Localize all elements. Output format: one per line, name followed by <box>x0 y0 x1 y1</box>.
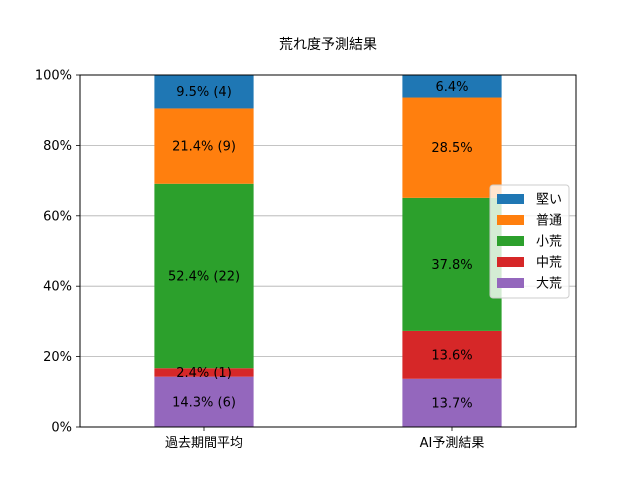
bar-segment <box>154 376 254 427</box>
bar-segment <box>402 75 502 98</box>
y-tick-label: 60% <box>43 209 72 224</box>
data-label: 14.3% (6) <box>172 395 236 410</box>
plot-frame <box>79 74 577 428</box>
legend-swatch <box>497 215 524 225</box>
data-label: 9.5% (4) <box>176 85 232 100</box>
x-tick-label: AI予測結果 <box>420 436 485 451</box>
bar-segment <box>402 330 502 379</box>
legend-swatch <box>497 236 524 246</box>
data-label: 37.8% <box>431 258 472 273</box>
legend-swatch <box>497 194 524 204</box>
chart-title: 荒れ度予測結果 <box>279 37 377 53</box>
legend-frame <box>489 184 570 299</box>
bar-segment <box>154 183 254 369</box>
legend-swatch <box>497 278 524 288</box>
y-tick-label: 80% <box>43 139 72 154</box>
bar-segment <box>154 368 254 377</box>
data-label: 28.5% <box>431 141 472 156</box>
y-tick-label: 40% <box>43 280 72 295</box>
data-label: 6.4% <box>435 80 468 95</box>
data-label: 21.4% (9) <box>172 140 236 155</box>
label-layer: 14.3% (6) 2.4% (1) 52.4% (22) 21.4% (9) 9.5%… <box>168 80 473 412</box>
bar-segment <box>154 108 254 184</box>
y-tick-label: 20% <box>43 350 72 365</box>
x-tick-label: 過去期間平均 <box>165 436 243 451</box>
data-label: 52.4% (22) <box>168 269 240 284</box>
y-tick-label: 0% <box>51 421 72 436</box>
legend-label: 中荒 <box>536 256 562 271</box>
bar-segment <box>154 75 254 109</box>
bar-layer <box>154 75 502 427</box>
bar-segment <box>402 97 502 198</box>
bar-segment <box>402 378 502 427</box>
y-tick-label: 100% <box>35 69 72 84</box>
data-label: 13.6% <box>431 348 472 363</box>
legend-swatch <box>497 257 524 267</box>
legend-label: 小荒 <box>536 235 562 250</box>
data-label: 2.4% (1) <box>176 366 232 381</box>
data-label: 13.7% <box>431 396 472 411</box>
legend-label: 普通 <box>536 214 562 229</box>
legend-label: 大荒 <box>536 277 562 292</box>
legend-label: 堅い <box>536 193 562 208</box>
axis-layer: 0% 20% 40% 60% 80% 100% 過去期間平均 AI予測結果 <box>35 69 485 452</box>
bar-segment <box>402 197 502 331</box>
